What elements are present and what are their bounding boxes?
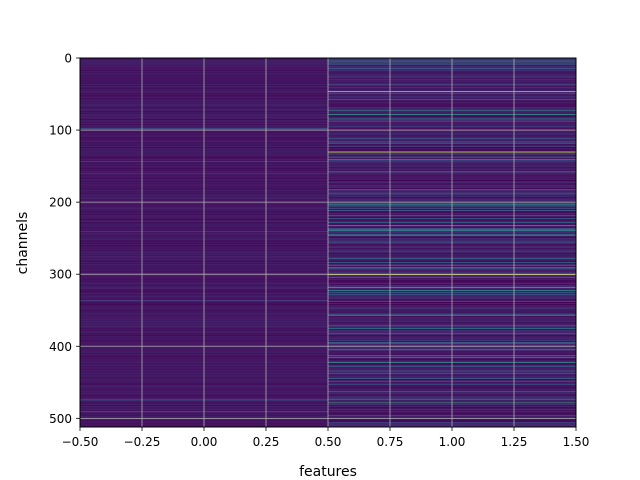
- y-axis-label: channels: [15, 212, 31, 275]
- y-tick-label: 100: [49, 124, 72, 138]
- y-tick-label: 300: [49, 268, 72, 282]
- x-tick-label: 0.75: [377, 435, 404, 449]
- y-tick-label: 400: [49, 340, 72, 354]
- x-tick-label: −0.25: [124, 435, 161, 449]
- x-axis: −0.50 −0.25 0.00 0.25 0.50 0.75 1.00 1.25 1.50: [62, 427, 590, 449]
- y-tick-label: 200: [49, 196, 72, 210]
- y-axis: 0 100 200 300 400 500: [49, 52, 80, 426]
- y-tick-label: 0: [64, 52, 72, 66]
- y-tick-label: 500: [49, 412, 72, 426]
- grid-lines: [80, 58, 576, 427]
- x-axis-label: features: [299, 464, 357, 480]
- x-tick-label: −0.50: [62, 435, 99, 449]
- plot-area: [80, 58, 576, 427]
- x-tick-label: 0.50: [315, 435, 342, 449]
- x-tick-label: 1.50: [563, 435, 590, 449]
- x-tick-label: 1.00: [439, 435, 466, 449]
- x-tick-label: 0.25: [253, 435, 280, 449]
- x-tick-label: 1.25: [501, 435, 528, 449]
- x-tick-label: 0.00: [191, 435, 218, 449]
